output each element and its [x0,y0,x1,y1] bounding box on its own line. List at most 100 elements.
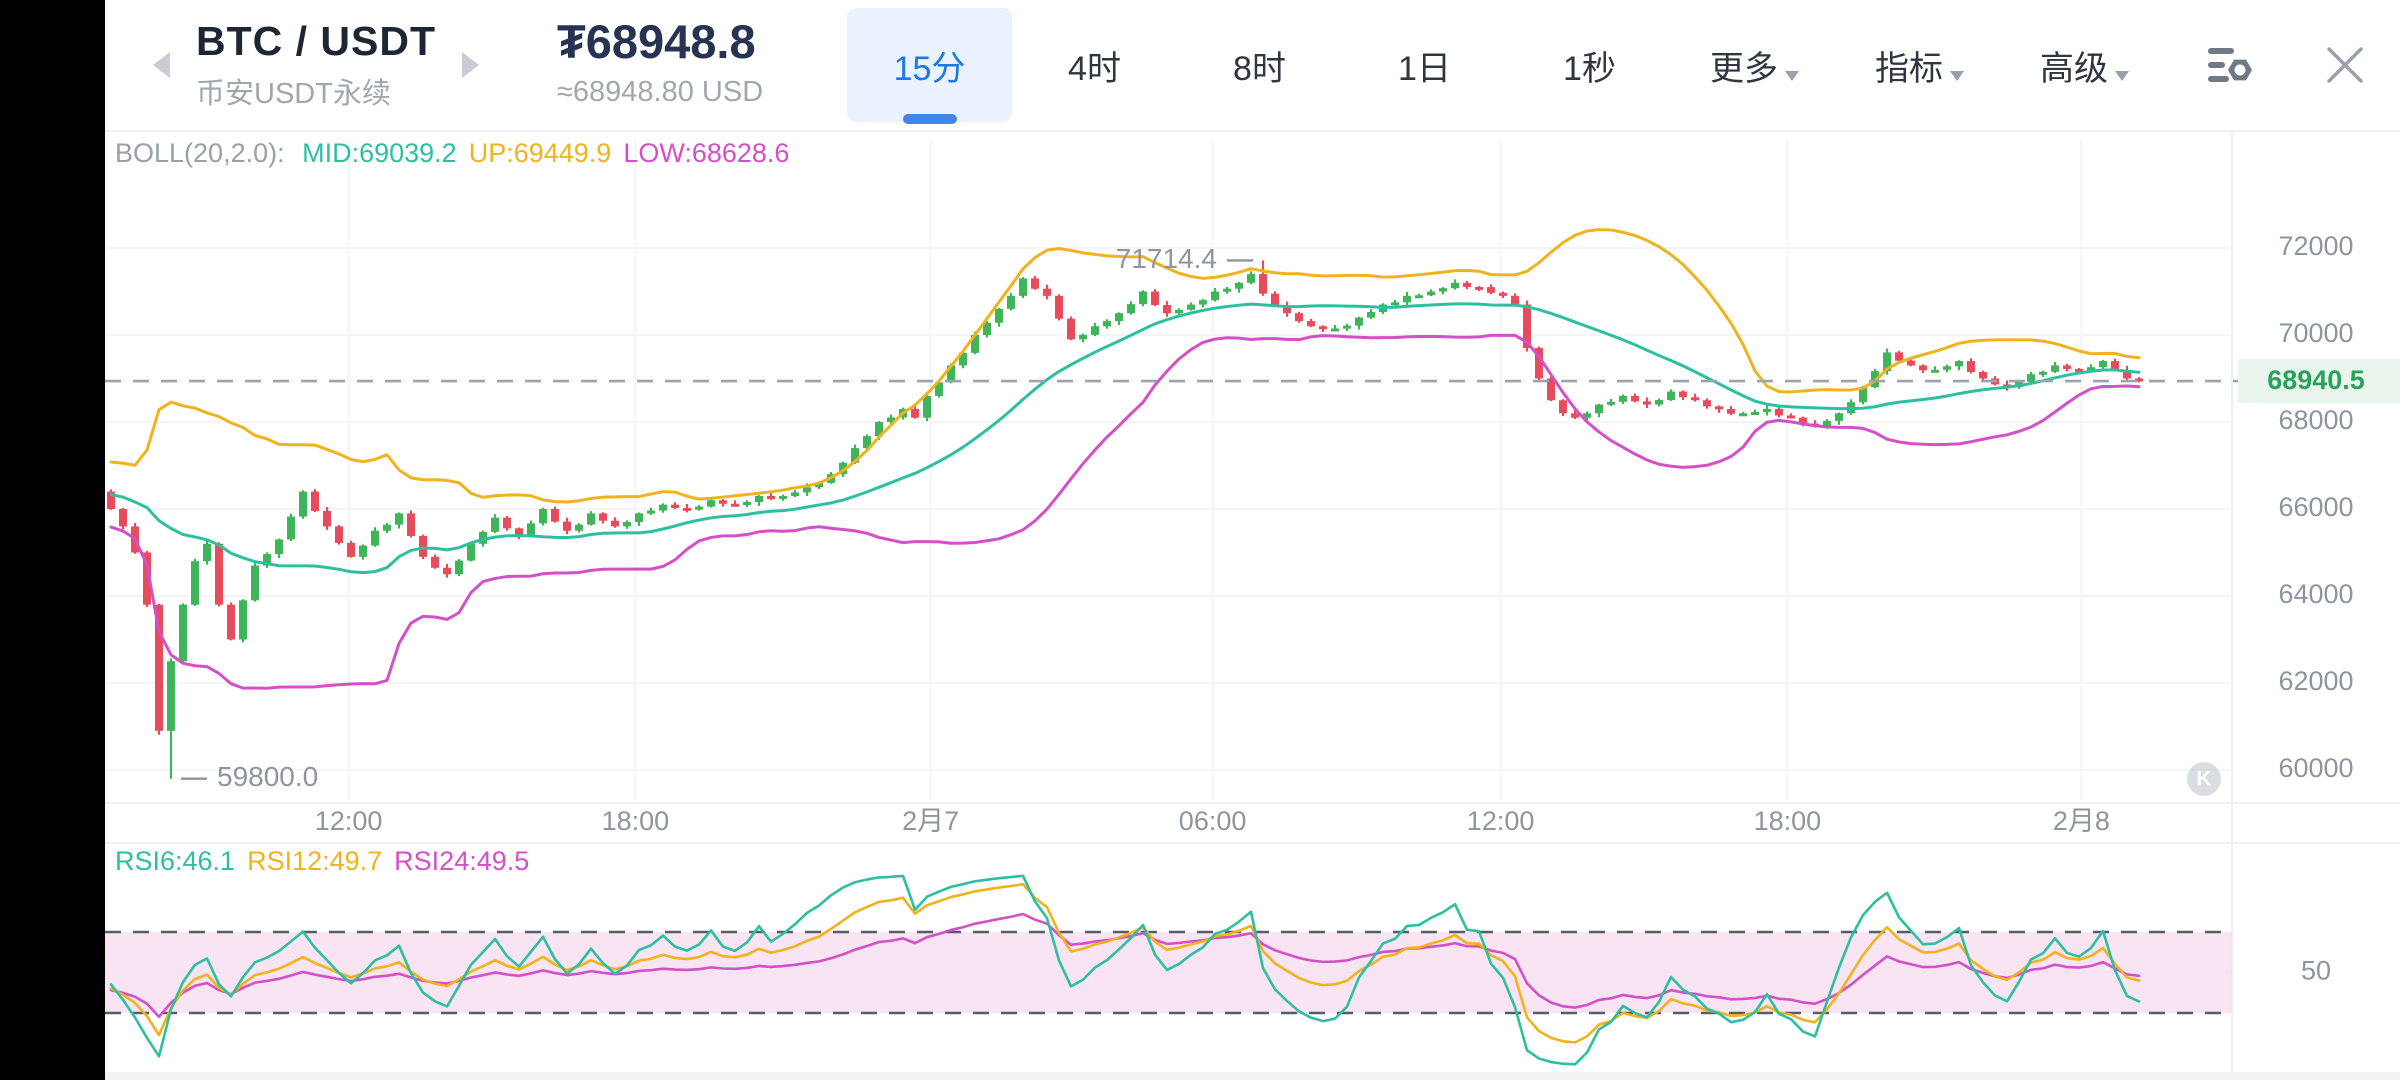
candle-body [443,567,451,575]
candle-body [995,308,1003,323]
candle-body [1715,406,1723,410]
candle-body [599,513,607,521]
candle-body [1595,404,1603,414]
candle-body [2123,369,2131,379]
candle-body [623,522,631,527]
candle-body [1667,391,1675,401]
candle-body [1103,321,1111,327]
candle-body [1547,378,1555,401]
prev-pair-arrow-icon[interactable] [153,52,170,78]
candle-body [383,524,391,531]
x-axis-label: 2月8 [2053,806,2110,836]
candle-body [1655,400,1663,405]
candle-body [2063,365,2071,369]
boll-lower-line [109,333,2141,690]
candle-body [1019,278,1027,296]
candle-body [1175,309,1183,314]
candle-body [1259,274,1267,294]
candle-body [359,545,367,557]
candle-body [1499,292,1507,296]
candle-body [647,510,655,514]
candle-body [167,661,175,731]
candle-body [1295,313,1303,322]
chevron-down-icon [2115,71,2129,81]
rsi6-line [109,874,2141,1066]
candle-body [719,500,727,504]
tab-timeframe-4时[interactable]: 4时 [1012,0,1177,130]
price-block: ₮68948.8 ≈68948.80 USD [557,16,763,109]
chart-settings-button[interactable] [2193,0,2269,130]
menu-指标[interactable]: 指标 [1837,0,2002,130]
candle-body [1235,282,1243,289]
candle-body [455,560,463,575]
tab-label: 4时 [1068,49,1121,88]
rsi-legend-item: RSI12:49.7 [247,846,383,876]
candle-body [119,509,127,527]
menu-label: 指标 [1875,49,1943,88]
rsi-legend: RSI6:46.1 RSI12:49.7 RSI24:49.5 [115,846,541,877]
boll-legend: BOLL(20,2.0): MID:69039.2 UP:69449.9 LOW:6… [115,138,801,169]
close-icon [2327,47,2363,83]
tab-timeframe-1秒[interactable]: 1秒 [1507,0,1672,130]
candle-body [1415,295,1423,299]
tab-timeframe-8时[interactable]: 8时 [1177,0,1342,130]
candle-body [875,422,883,437]
candle-body [263,554,271,566]
tab-label: 15分 [893,49,966,88]
chevron-down-icon [1950,71,1964,81]
tab-label: 1秒 [1563,49,1616,88]
candle-body [203,543,211,562]
candle-body [1535,348,1543,379]
boll-legend-item: MID:69039.2 [302,138,457,168]
candle-body [551,509,559,522]
candle-body [839,462,847,475]
menu-高级[interactable]: 高级 [2002,0,2167,130]
candle-body [983,322,991,335]
next-pair-arrow-icon[interactable] [462,52,480,78]
candle-body [1787,415,1795,419]
candle-body [1427,291,1435,296]
tab-timeframe-1日[interactable]: 1日 [1342,0,1507,130]
candle-body [2039,371,2047,375]
candle-body [2135,378,2143,382]
rsi12-line [109,882,2141,1044]
tab-timeframe-15分[interactable]: 15分 [847,8,1012,124]
candle-body [1355,317,1363,326]
candle-body [707,500,715,507]
candle-body [1055,295,1063,319]
candle-body [1931,369,1939,373]
candle-body [1679,391,1687,398]
candle-body [1163,304,1171,314]
candle-body [1523,304,1531,349]
candle-body [863,436,871,449]
candle-body [191,561,199,605]
candle-body [1631,395,1639,402]
candle-body [1691,397,1699,401]
candle-body [515,528,523,536]
candle-body [1187,304,1195,310]
pair-block[interactable]: BTC / USDT 币安USDT永续 [196,18,436,111]
menu-更多[interactable]: 更多 [1672,0,1837,130]
candle-body [419,535,427,557]
candle-body [2111,361,2119,370]
pair-subtitle: 币安USDT永续 [196,77,391,110]
close-button[interactable] [2307,0,2383,130]
candle-body [1763,408,1771,412]
candle-body [1439,288,1447,292]
x-axis-label: 12:00 [315,806,383,836]
candle-body [1979,371,1987,379]
candle-body [947,365,955,383]
candle-body [1583,413,1591,418]
candle-body [431,556,439,568]
candle-body [215,543,223,605]
candle-body [1907,360,1915,366]
boll-legend-item: LOW:68628.6 [623,138,790,168]
bottom-strip [105,1072,2400,1080]
letterbox-strip [0,0,105,1080]
candle-body [2051,365,2059,372]
candle-body [347,542,355,557]
candle-body [143,552,151,605]
candle-body [887,417,895,422]
